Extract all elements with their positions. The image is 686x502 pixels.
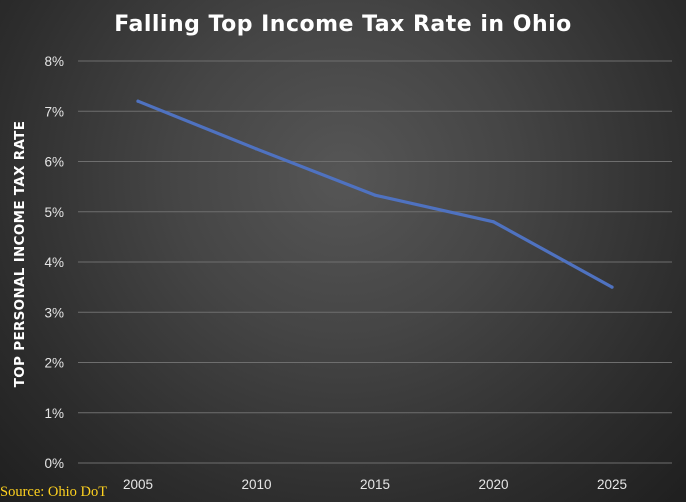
- data-point: [373, 193, 377, 197]
- y-tick-label: 8%: [44, 54, 64, 69]
- x-tick-label: 2020: [478, 477, 508, 492]
- x-tick-label: 2015: [360, 477, 390, 492]
- chart-title: Falling Top Income Tax Rate in Ohio: [114, 12, 572, 37]
- y-tick-label: 1%: [44, 406, 64, 421]
- data-point: [136, 99, 140, 103]
- y-tick-label: 3%: [44, 305, 64, 320]
- y-tick-label: 4%: [44, 255, 64, 270]
- source-note: Source: Ohio DoT: [0, 484, 108, 500]
- data-point: [254, 147, 259, 151]
- x-tick-labels: 2005 2010 2015 2020 2025: [123, 477, 627, 492]
- data-point: [610, 285, 614, 289]
- x-tick-label: 2010: [241, 477, 271, 492]
- gridlines: [78, 60, 672, 464]
- y-tick-label: 7%: [44, 104, 64, 119]
- data-point: [491, 220, 496, 224]
- y-tick-label: 6%: [44, 155, 64, 170]
- y-tick-label: 0%: [44, 456, 64, 471]
- x-tick-label: 2025: [597, 477, 627, 492]
- y-tick-labels: 0% 1% 2% 3% 4% 5% 6% 7% 8%: [44, 54, 64, 471]
- x-tick-label: 2005: [123, 477, 153, 492]
- y-tick-label: 2%: [44, 356, 64, 371]
- y-tick-label: 5%: [44, 205, 64, 220]
- series-layer: [136, 99, 614, 289]
